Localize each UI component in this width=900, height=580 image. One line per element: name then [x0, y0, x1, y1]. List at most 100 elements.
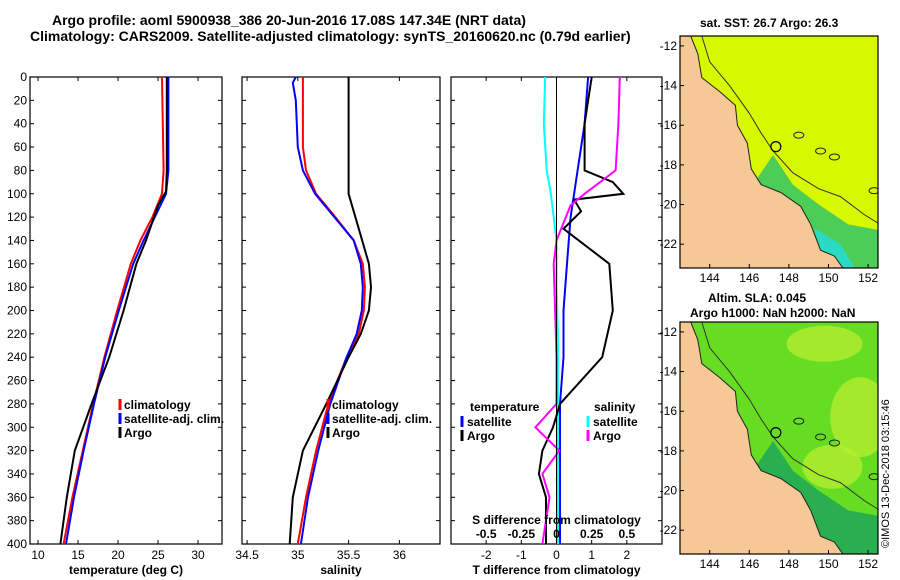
x-tick-label: 148	[779, 557, 799, 571]
legend-label: satellite	[593, 415, 638, 429]
x-tick-label: 150	[818, 271, 838, 285]
map-frame	[679, 35, 879, 269]
land-mass	[680, 322, 844, 554]
x-tick-label: -1	[516, 548, 527, 562]
sla-high-patch	[786, 325, 863, 362]
panel-salinity: 34.5 35 35.5 36 salinity climatologysatellite…	[235, 76, 441, 577]
y-tick-label: 180	[7, 280, 27, 294]
y-tick-label: 60	[14, 140, 28, 154]
legend-label: Argo	[467, 429, 495, 443]
x-tick-label: 35.5	[337, 548, 361, 562]
sla-map-subtitle: Argo h1000: NaN h2000: NaN	[690, 306, 856, 320]
y-tick-label: 200	[7, 304, 27, 318]
argo-float-marker	[770, 427, 782, 439]
legend-label: climatology	[332, 398, 399, 412]
x-tick-label: 144	[700, 271, 720, 285]
x2-tick-label: 0.5	[618, 527, 635, 541]
y-tick-label: 120	[7, 210, 27, 224]
panel-temperature: 0 20 40 60 80 100 120 140 160 180 200 220 240 260 280 3…	[7, 70, 224, 577]
x-tick-label: 15	[71, 548, 85, 562]
reef-outline	[815, 433, 827, 441]
y-tick-label: -12	[660, 39, 678, 53]
x-tick-label: 148	[779, 271, 799, 285]
x-tick-label: 152	[858, 557, 878, 571]
legend-label: satellite-adj. clim.	[332, 412, 432, 426]
x-tick-label: 144	[700, 557, 720, 571]
panel-differences: -2 -1 0 1 2T difference from climatology S di…	[450, 76, 663, 577]
y-tick-label: 80	[14, 163, 28, 177]
y-tick-label: -12	[660, 325, 678, 339]
legend-label: satellite	[467, 415, 512, 429]
x-tick-label: 35	[291, 548, 305, 562]
y-tick-label: -18	[660, 158, 678, 172]
y-tick-label: 360	[7, 490, 27, 504]
sla-map-title: Altim. SLA: 0.045	[708, 291, 807, 305]
y-tick-label: 240	[7, 350, 27, 364]
y-tick-label: 20	[14, 93, 28, 107]
map-sst_map: 144 146 148 150 152 -12 -14 -16 -18 -20 -22	[660, 35, 879, 285]
y-tick-label: 260	[7, 374, 27, 388]
reef-outline	[828, 439, 840, 447]
legend-heading: salinity	[594, 400, 636, 414]
series-line-climatology	[296, 77, 366, 545]
reef-outline	[815, 147, 827, 155]
y-tick-label: 100	[7, 187, 27, 201]
y-tick-label: 300	[7, 420, 27, 434]
y-tick-label: -22	[660, 237, 678, 251]
argo-float-marker	[770, 141, 782, 153]
series-line-t-satellite	[559, 76, 590, 544]
y-tick-label: -16	[660, 118, 678, 132]
y-tick-label: -14	[660, 365, 678, 379]
y-tick-label: -22	[660, 523, 678, 537]
plot-frame	[241, 76, 441, 545]
reef-outline	[868, 187, 878, 195]
y-tick-label: 0	[20, 70, 27, 84]
y-tick-label: 380	[7, 514, 27, 528]
x-tick-label: 25	[151, 548, 165, 562]
x-tick-label: 146	[739, 557, 759, 571]
reef-outline	[828, 153, 840, 161]
series-line-s-argo	[534, 76, 621, 545]
sla-high-patch	[802, 444, 863, 489]
y-tick-label: 280	[7, 397, 27, 411]
series-line-t-argo	[537, 76, 626, 544]
map-frame	[679, 321, 879, 555]
x-tick-label: 146	[739, 271, 759, 285]
x-axis-label: salinity	[320, 563, 362, 577]
y-tick-label: -16	[660, 404, 678, 418]
y-tick-label: -20	[660, 198, 678, 212]
x-tick-label: 2	[623, 548, 630, 562]
reef-outline	[793, 131, 805, 139]
y-tick-label: 400	[7, 537, 27, 551]
y-tick-label: 340	[7, 467, 27, 481]
legend-label: Argo	[124, 426, 152, 440]
x2-tick-label: -0.25	[508, 527, 536, 541]
map-sla_map: 144 146 148 150 152 -12 -14 -16 -18 -20 -22	[660, 321, 879, 571]
x-tick-label: 0	[553, 548, 560, 562]
y-tick-label: -14	[660, 79, 678, 93]
x2-tick-label: -0.5	[476, 527, 497, 541]
x2-tick-label: 0.25	[580, 527, 604, 541]
reef-outline	[868, 473, 878, 481]
legend-heading: temperature	[470, 400, 540, 414]
series-line-satellite-adj-clim-	[291, 76, 364, 545]
sla-high-patch	[830, 377, 878, 458]
chart-title-line2: Climatology: CARS2009. Satellite-adjuste…	[30, 28, 631, 44]
y-tick-label: 140	[7, 233, 27, 247]
legend-label: Argo	[593, 429, 621, 443]
y-tick-label: -20	[660, 484, 678, 498]
x-tick-label: -2	[481, 548, 492, 562]
chart-title-line1: Argo profile: aoml 5900938_386 20-Jun-20…	[52, 12, 526, 28]
y-tick-label: 40	[14, 117, 28, 131]
x-tick-label: 20	[111, 548, 125, 562]
x-tick-label: 150	[818, 557, 838, 571]
series-line-argo	[288, 77, 373, 545]
y-tick-label: 320	[7, 444, 27, 458]
x-axis-label: temperature (deg C)	[69, 563, 183, 577]
x-tick-label: 34.5	[235, 548, 259, 562]
x2-tick-label: 0	[553, 527, 560, 541]
legend-label: satellite-adj. clim.	[124, 412, 224, 426]
x-tick-label: 30	[191, 548, 205, 562]
plot-frame	[29, 76, 223, 545]
